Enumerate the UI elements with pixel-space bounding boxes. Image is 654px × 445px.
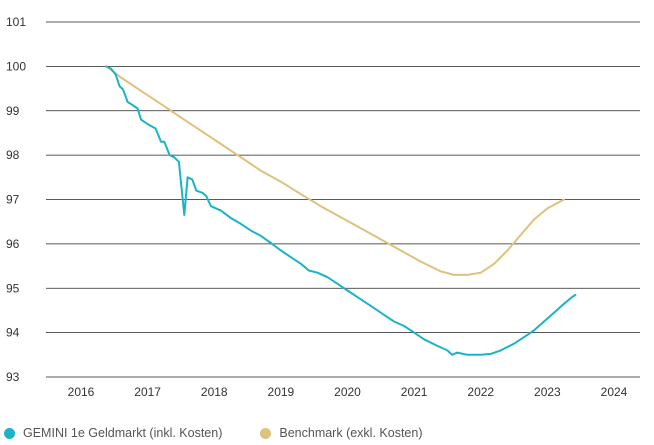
legend: GEMINI 1e Geldmarkt (inkl. Kosten) Bench… bbox=[4, 426, 460, 440]
y-tick-label: 99 bbox=[6, 104, 20, 118]
y-gridlines bbox=[46, 21, 640, 378]
legend-label-gemini: GEMINI 1e Geldmarkt (inkl. Kosten) bbox=[23, 426, 223, 440]
y-tick-label: 95 bbox=[6, 281, 20, 295]
x-tick-label: 2021 bbox=[401, 385, 428, 399]
x-tick-label: 2017 bbox=[134, 385, 161, 399]
x-tick-labels: 2016 2017 2018 2019 2020 2021 2022 2023 2024 bbox=[68, 385, 628, 399]
y-tick-label: 101 bbox=[6, 15, 26, 29]
y-tick-labels: 93 94 95 96 97 98 99 100 101 bbox=[6, 15, 26, 384]
legend-item-benchmark: Benchmark (exkl. Kosten) bbox=[260, 426, 422, 440]
x-tick-label: 2024 bbox=[601, 385, 628, 399]
x-tick-label: 2018 bbox=[201, 385, 228, 399]
x-tick-label: 2022 bbox=[467, 385, 494, 399]
series-lines bbox=[105, 65, 577, 356]
y-tick-label: 100 bbox=[6, 59, 26, 73]
y-tick-label: 98 bbox=[6, 148, 20, 162]
line-chart: 93 94 95 96 97 98 99 100 101 2016 2017 2018 2019 202… bbox=[6, 15, 640, 399]
x-tick-label: 2020 bbox=[334, 385, 361, 399]
y-tick-label: 97 bbox=[6, 193, 20, 207]
series-line-benchmark bbox=[105, 65, 565, 276]
series-line-gemini bbox=[105, 65, 577, 356]
y-tick-label: 96 bbox=[6, 237, 20, 251]
legend-label-benchmark: Benchmark (exkl. Kosten) bbox=[279, 426, 423, 440]
legend-marker-benchmark bbox=[260, 427, 272, 439]
x-tick-label: 2016 bbox=[68, 385, 95, 399]
x-tick-label: 2023 bbox=[534, 385, 561, 399]
legend-item-gemini: GEMINI 1e Geldmarkt (inkl. Kosten) bbox=[4, 426, 222, 440]
y-tick-label: 93 bbox=[6, 370, 20, 384]
x-tick-label: 2019 bbox=[268, 385, 295, 399]
legend-marker-gemini bbox=[4, 427, 15, 439]
y-tick-label: 94 bbox=[6, 326, 20, 340]
